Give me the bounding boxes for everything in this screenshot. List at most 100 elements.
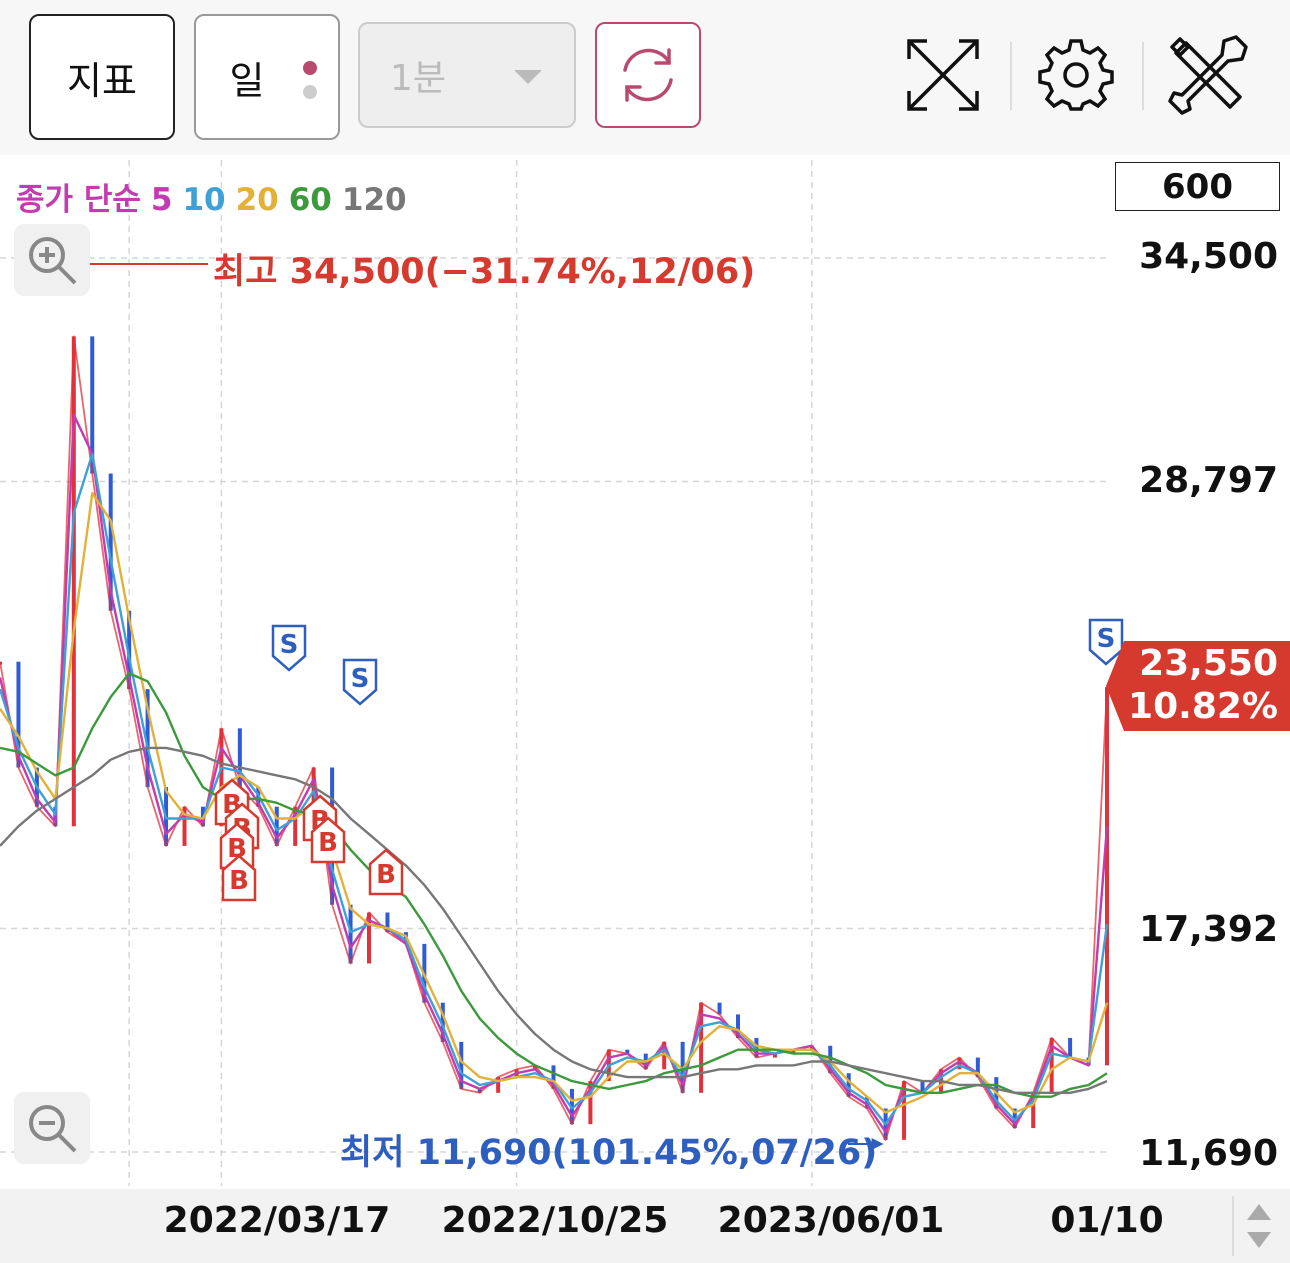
buy-signal-marker: B: [368, 848, 404, 896]
svg-text:S: S: [1097, 624, 1116, 654]
period-label: 일: [229, 58, 265, 103]
price-bar: [1068, 1037, 1073, 1058]
fullscreen-button[interactable]: [898, 30, 988, 120]
price-bar: [477, 1088, 482, 1093]
price-bar: [588, 1081, 593, 1125]
svg-text:B: B: [376, 860, 396, 890]
price-bar: [348, 904, 353, 964]
price-bar: [440, 1002, 445, 1042]
indicator-button[interactable]: 지표: [29, 14, 175, 140]
x-axis-scroll-handle[interactable]: [1232, 1196, 1284, 1256]
legend-prefix: 종가 단순: [16, 182, 141, 218]
close-price-line: [0, 335, 1108, 1141]
price-bar: [975, 1057, 980, 1078]
price-bar: [1031, 1092, 1036, 1129]
price-bar: [662, 1041, 667, 1070]
ma120-line: [0, 746, 1108, 1095]
chevron-down-icon: [514, 70, 542, 84]
zoom-in-icon: [29, 237, 77, 285]
price-bar: [957, 1057, 962, 1070]
low-pointer-arrow: [871, 1138, 884, 1150]
price-bar: [846, 1073, 851, 1097]
interval-label: 1분: [390, 58, 447, 99]
svg-text:B: B: [227, 834, 247, 864]
price-bar: [16, 661, 21, 768]
price-bar: [551, 1065, 556, 1089]
price-bar: [828, 1045, 833, 1074]
svg-text:S: S: [280, 630, 299, 660]
price-bar: [459, 1041, 464, 1089]
settings-button[interactable]: [1031, 30, 1121, 120]
tools-icon: [1168, 35, 1248, 115]
period-dots-icon: [303, 61, 317, 99]
x-tick-label: 2022/03/17: [163, 1200, 391, 1241]
legend-ma120: 120: [341, 182, 407, 218]
price-bar: [71, 336, 76, 827]
sell-signal-marker: S: [342, 658, 378, 706]
x-tick-label: 2023/06/01: [717, 1200, 945, 1241]
y-tick-label: 17,392: [1139, 909, 1278, 950]
toolbar-divider: [1142, 42, 1144, 110]
x-axis-bar[interactable]: [0, 1189, 1290, 1263]
price-bar: [274, 806, 279, 846]
price-bar: [237, 728, 242, 788]
candle-count-box[interactable]: 600: [1115, 162, 1280, 211]
toolbar-divider: [1010, 42, 1012, 110]
low-annotation: 최저 11,690(101.45%,07/26): [340, 1133, 878, 1173]
refresh-icon: [623, 48, 673, 102]
price-bar: [90, 336, 95, 474]
price-bar: [293, 806, 298, 846]
up-down-arrows-icon: [1247, 1204, 1271, 1248]
refresh-button[interactable]: [595, 22, 701, 128]
period-button[interactable]: 일: [194, 14, 340, 140]
current-price-tag: 23,550 10.82%: [1106, 641, 1290, 731]
price-bar: [699, 1002, 704, 1093]
price-chart[interactable]: SSSBBBBBBB: [0, 155, 1290, 1189]
ma60-line: [0, 672, 1108, 1098]
zoom-out-button[interactable]: [14, 1092, 90, 1164]
ma20-line: [0, 492, 1109, 1114]
y-tick-label: 34,500: [1139, 236, 1278, 277]
price-bar: [772, 1053, 777, 1058]
ma-legend: 종가 단순 5 10 20 60 120: [16, 174, 417, 219]
settings-gear-icon: [1038, 39, 1114, 111]
buy-signal-marker: B: [221, 854, 257, 902]
legend-ma20: 20: [235, 182, 279, 218]
buy-signal-marker: B: [219, 822, 255, 870]
x-tick-label: 01/10: [1050, 1200, 1164, 1241]
price-bar: [182, 806, 187, 846]
legend-ma10: 10: [182, 182, 226, 218]
zoom-out-icon: [29, 1105, 77, 1153]
zoom-in-button[interactable]: [14, 224, 90, 296]
price-bar: [902, 1081, 907, 1140]
price-bar: [809, 1045, 814, 1050]
price-bar: [108, 473, 113, 611]
buy-signal-marker: B: [310, 816, 346, 864]
price-bar: [533, 1065, 538, 1070]
price-bar: [625, 1049, 630, 1054]
chart-toolbar: 지표 일 1분: [0, 0, 1290, 155]
fullscreen-icon: [907, 39, 979, 111]
sell-signal-marker: S: [271, 624, 307, 672]
price-bar: [754, 1037, 759, 1058]
price-bar: [145, 689, 150, 788]
svg-text:B: B: [229, 866, 249, 896]
y-tick-label: 28,797: [1139, 460, 1278, 501]
svg-text:S: S: [351, 664, 370, 694]
y-tick-label: 11,690: [1139, 1133, 1278, 1174]
x-tick-label: 2022/10/25: [441, 1200, 669, 1241]
price-bar: [219, 728, 224, 827]
price-tag-shape: [1106, 641, 1290, 731]
legend-ma5: 5: [150, 182, 173, 218]
price-bar: [496, 1077, 501, 1093]
price-bar: [1012, 1108, 1017, 1129]
price-bar: [127, 610, 132, 690]
interval-select[interactable]: 1분: [358, 22, 576, 128]
sell-signal-marker: S: [1088, 618, 1124, 666]
price-bar: [791, 1049, 796, 1054]
price-bar: [920, 1081, 925, 1093]
price-bar: [385, 912, 390, 933]
tools-button[interactable]: [1163, 30, 1253, 120]
current-price-change: 10.82%: [1128, 686, 1278, 727]
ma5-line: [0, 413, 1109, 1134]
